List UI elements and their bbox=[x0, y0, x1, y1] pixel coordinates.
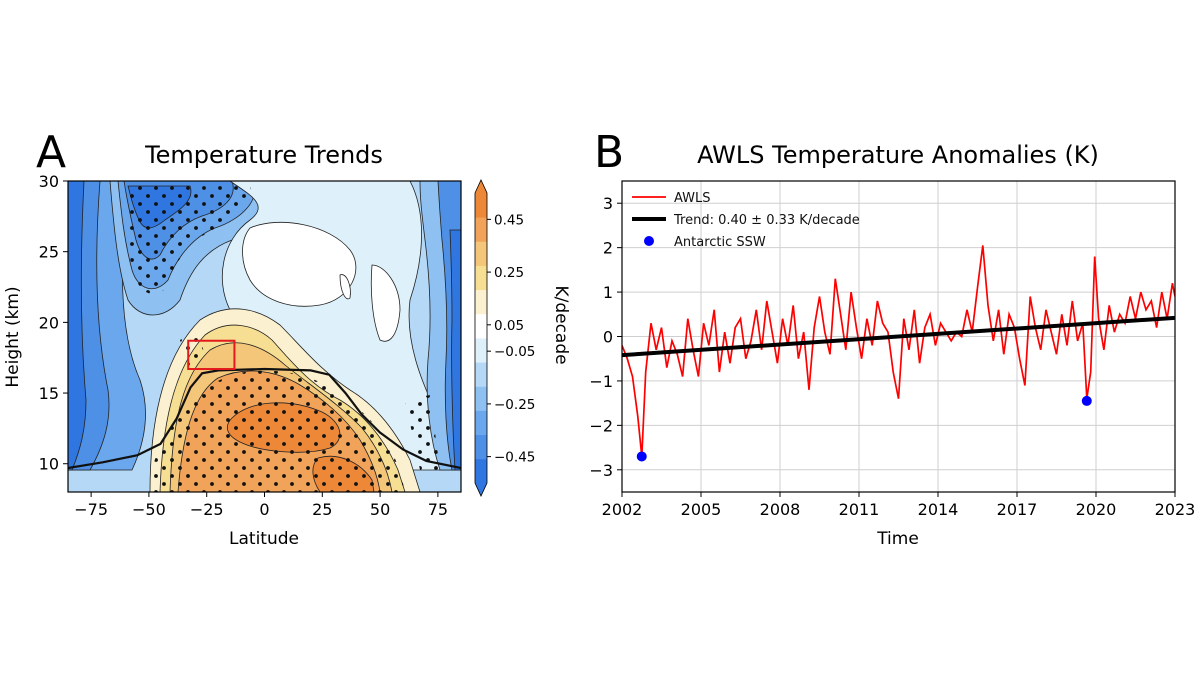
colorbar-tick-label: −0.45 bbox=[494, 450, 535, 466]
colorbar-segment bbox=[475, 313, 487, 339]
ssw-point bbox=[636, 451, 647, 462]
colorbar-segment bbox=[475, 410, 487, 436]
panel-b-grid bbox=[621, 181, 1176, 492]
colorbar-tick-label: 0.25 bbox=[494, 265, 524, 281]
colorbar-outline bbox=[474, 179, 488, 497]
colorbar-segment bbox=[475, 193, 487, 218]
panel-b-xlabel: Time bbox=[876, 529, 919, 549]
highlight-box bbox=[187, 339, 236, 371]
y-tick-label: 0 bbox=[603, 328, 613, 347]
colorbar-segment bbox=[475, 458, 487, 484]
colorbar-segment bbox=[475, 434, 487, 460]
panel-b-title: AWLS Temperature Anomalies (K) bbox=[697, 141, 1099, 169]
legend-ssw-swatch bbox=[644, 236, 654, 246]
x-tick-label: 0 bbox=[259, 500, 269, 519]
y-tick-label: 1 bbox=[603, 283, 613, 302]
colorbar-segment bbox=[475, 289, 487, 315]
panel-a-title: Temperature Trends bbox=[144, 141, 383, 169]
y-tick-label: 10 bbox=[39, 455, 59, 474]
colorbar-segment bbox=[475, 362, 487, 387]
x-tick-label: −25 bbox=[190, 500, 224, 519]
x-tick-label: −50 bbox=[132, 500, 166, 519]
colorbar-max-arrow bbox=[475, 180, 487, 193]
colorbar-tick-label: −0.25 bbox=[494, 397, 535, 413]
colorbar-segment bbox=[475, 241, 487, 266]
y-tick-label: 15 bbox=[39, 384, 59, 403]
y-tick-label: 3 bbox=[603, 194, 613, 213]
ssw-point bbox=[1081, 395, 1092, 406]
panel-a-ylabel: Height (km) bbox=[3, 286, 23, 387]
colorbar-tick-label: −0.05 bbox=[494, 344, 535, 360]
contour-field bbox=[68, 181, 461, 492]
y-tick-label: 20 bbox=[39, 313, 59, 332]
tropopause-line bbox=[68, 367, 461, 470]
panel-b-label: B bbox=[594, 127, 624, 178]
colorbar-segment bbox=[475, 386, 487, 411]
colorbar-segment bbox=[475, 217, 487, 242]
colorbar-tick-label: 0.05 bbox=[494, 318, 524, 334]
series-trend-line bbox=[622, 315, 1175, 358]
x-tick-label: 2017 bbox=[997, 500, 1038, 519]
y-tick-label: −1 bbox=[589, 372, 613, 391]
x-tick-label: 50 bbox=[370, 500, 390, 519]
x-tick-label: 2020 bbox=[1076, 500, 1117, 519]
y-tick-label: 25 bbox=[39, 243, 59, 262]
y-tick-label: 30 bbox=[39, 172, 59, 191]
colorbar-segment bbox=[475, 338, 487, 363]
series-ssw-points bbox=[636, 395, 1092, 462]
legend-awls-label: AWLS bbox=[674, 191, 711, 206]
colorbar-segment bbox=[475, 265, 487, 291]
colorbar-tick-label: 0.45 bbox=[494, 212, 524, 228]
x-tick-label: 2008 bbox=[760, 500, 801, 519]
panel-a-xlabel: Latitude bbox=[229, 529, 299, 549]
x-tick-label: 2014 bbox=[918, 500, 959, 519]
colorbar-label: K/decade bbox=[551, 285, 571, 364]
panel-b-series bbox=[622, 245, 1175, 457]
y-tick-label: −2 bbox=[589, 416, 613, 435]
legend: AWLS Trend: 0.40 ± 0.33 K/decade Antarct… bbox=[632, 191, 860, 250]
x-tick-label: 2011 bbox=[839, 500, 880, 519]
y-tick-label: 2 bbox=[603, 239, 613, 258]
panel-a-axes: −75 −50 −25 0 25 50 75 10 15 20 25 30 bbox=[39, 172, 448, 519]
panel-a-label: A bbox=[36, 127, 66, 178]
x-tick-label: 2005 bbox=[681, 500, 722, 519]
x-tick-label: 25 bbox=[312, 500, 332, 519]
colorbar-min-arrow bbox=[475, 483, 487, 496]
legend-ssw-label: Antarctic SSW bbox=[674, 235, 766, 250]
x-tick-label: 2002 bbox=[602, 500, 643, 519]
x-tick-label: 2023 bbox=[1155, 500, 1196, 519]
series-awls-line bbox=[622, 245, 1175, 457]
x-tick-label: 75 bbox=[428, 500, 448, 519]
colorbar: 0.45 0.25 0.05 −0.05 −0.25 −0.45 bbox=[474, 179, 535, 497]
x-tick-label: −75 bbox=[74, 500, 108, 519]
legend-trend-label: Trend: 0.40 ± 0.33 K/decade bbox=[673, 213, 860, 228]
y-tick-label: −3 bbox=[589, 461, 613, 480]
panel-b-axes: 2002 2005 2008 2011 2014 2017 2020 2023 −3 −2 −1 0 1… bbox=[589, 194, 1195, 519]
